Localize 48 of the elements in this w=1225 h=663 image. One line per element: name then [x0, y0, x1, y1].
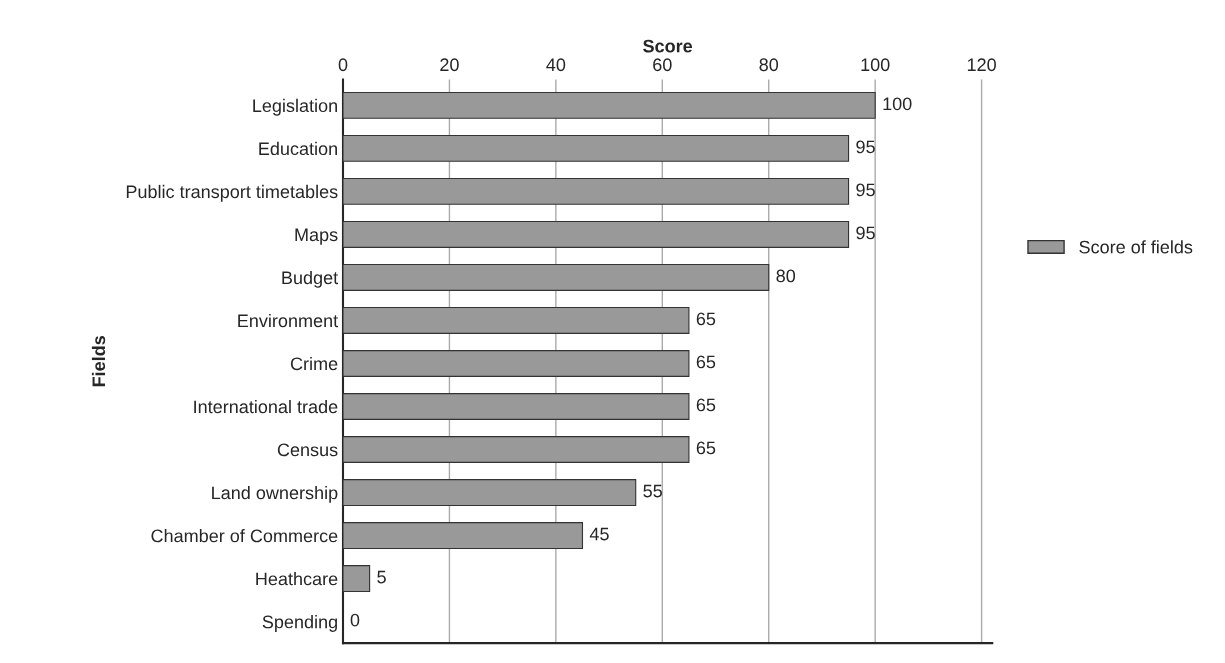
x-tick-label: 20 [440, 58, 459, 72]
data-label: 55 [643, 484, 662, 498]
bar [343, 393, 690, 420]
y-tick-label: International trade [194, 399, 338, 414]
data-label: 45 [589, 527, 609, 541]
data-label: 100 [883, 97, 912, 111]
x-tick-label: 80 [759, 58, 779, 72]
bar [343, 479, 637, 507]
y-tick-label: Budget [282, 270, 339, 288]
y-tick-label: Census [277, 443, 338, 457]
x-tick-label: 100 [861, 58, 890, 72]
bar [343, 134, 850, 162]
bar [343, 565, 371, 593]
y-tick-label: Public transport timetables [126, 184, 338, 202]
data-label: 65 [696, 398, 716, 412]
data-label: 0 [350, 613, 360, 627]
bar [343, 307, 690, 334]
x-tick-label: 60 [653, 58, 672, 72]
bar [343, 220, 850, 248]
x-tick-label: 120 [967, 58, 996, 72]
data-label: 65 [696, 355, 716, 369]
bar [343, 350, 690, 377]
data-label: 95 [856, 226, 875, 240]
x-tick-label: 40 [546, 58, 566, 72]
bar [343, 177, 850, 205]
y-tick-label: Spending [262, 615, 337, 632]
y-axis-title: Fields [91, 335, 106, 387]
y-tick-label: Education [259, 141, 337, 156]
y-tick-label: Legislation [253, 98, 337, 116]
x-tick-label: 0 [338, 58, 348, 72]
y-tick-label: Chamber of Commerce [151, 529, 338, 543]
bar [343, 522, 584, 550]
data-label: 80 [776, 269, 796, 283]
y-tick-label: Heathcare [256, 572, 338, 586]
data-label: 5 [377, 570, 386, 584]
legend-label: Score of fields [1079, 240, 1193, 254]
y-tick-label: Crime [290, 356, 338, 371]
bar [343, 91, 876, 119]
y-tick-label: Environment [238, 313, 339, 328]
data-label: 95 [856, 183, 875, 197]
data-label: 95 [856, 140, 875, 154]
y-tick-label: Maps [295, 228, 338, 245]
data-label: 65 [696, 441, 716, 455]
bar [343, 263, 770, 291]
bar [343, 436, 690, 463]
y-tick-label: Land ownership [212, 486, 338, 503]
x-axis-title: Score [643, 39, 693, 53]
data-label: 65 [696, 312, 716, 326]
